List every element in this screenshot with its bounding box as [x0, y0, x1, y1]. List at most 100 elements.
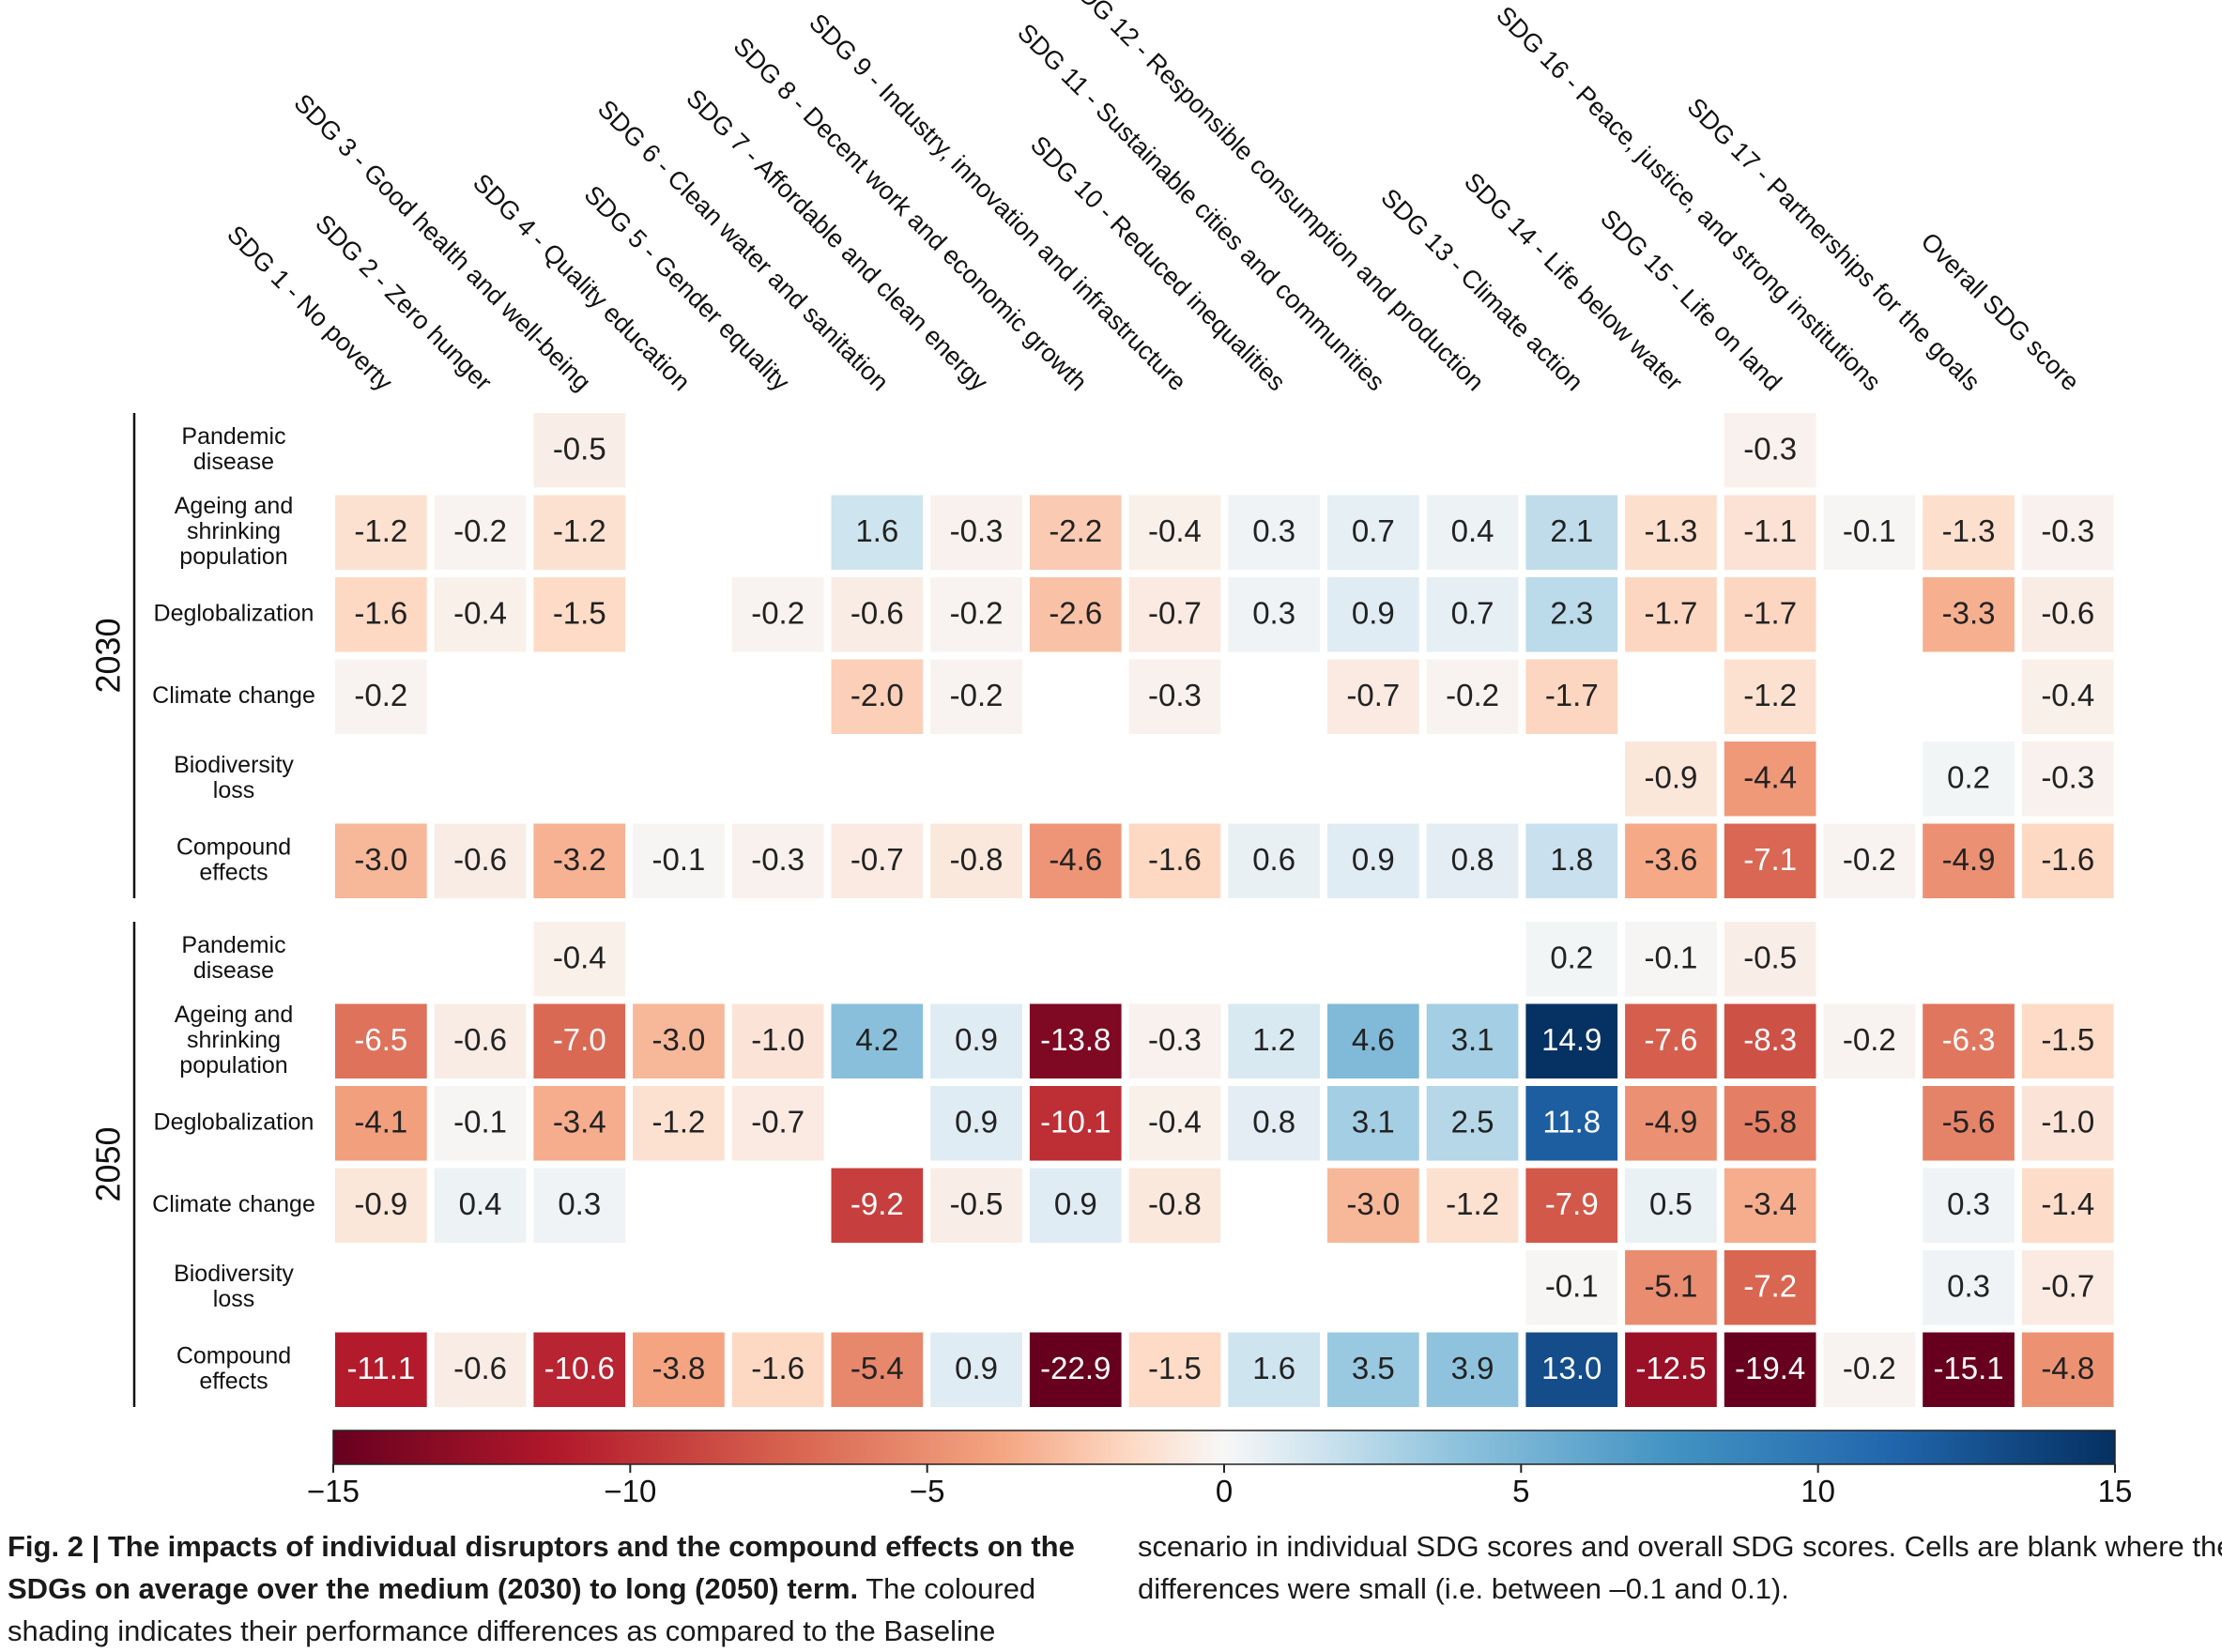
- cell-value-label: 3.1: [1352, 1104, 1395, 1139]
- cell-value-label: -0.2: [751, 595, 805, 630]
- colorbar-tick-label: 5: [1512, 1474, 1529, 1508]
- heatmap-cell: [1525, 823, 1618, 898]
- cell-value-label: -1.7: [1743, 595, 1797, 630]
- cell-value-label: -3.4: [553, 1104, 606, 1139]
- row-label: Ageing and: [175, 493, 294, 519]
- heatmap-cell: [930, 1168, 1022, 1243]
- cell-value-label: -0.7: [1346, 678, 1400, 712]
- group-label: 2030: [89, 618, 128, 693]
- heatmap-cell: [831, 495, 924, 570]
- heatmap-cell: [434, 1168, 527, 1243]
- heatmap-cell: [2021, 495, 2114, 570]
- cell-value-label: 11.8: [1542, 1104, 1601, 1139]
- cell-value-label: 13.0: [1541, 1351, 1601, 1385]
- heatmap-cell: [1525, 1086, 1618, 1161]
- row-label: loss: [213, 1286, 254, 1312]
- cell-value-label: -15.1: [1933, 1351, 2003, 1385]
- cell-value-label: 14.9: [1541, 1022, 1601, 1057]
- heatmap-cell: [335, 659, 427, 734]
- heatmap-cell: [434, 823, 527, 898]
- colorbar-gradient: [332, 1430, 2116, 1465]
- heatmap-cell: [335, 823, 427, 898]
- cell-value-label: -4.4: [1743, 759, 1797, 794]
- group-labels: 2030 2050: [89, 413, 136, 1407]
- cell-value-label: -7.0: [553, 1022, 606, 1057]
- cell-value-label: 0.3: [1252, 513, 1295, 548]
- heatmap-cell: [1625, 495, 1717, 570]
- heatmap-cell: [1724, 1250, 1816, 1325]
- cell-value-label: -1.7: [1545, 678, 1599, 712]
- heatmap-cell: [335, 1332, 427, 1407]
- colorbar-tick-label: −15: [307, 1474, 360, 1508]
- cell-value-label: -1.5: [2041, 1022, 2094, 1057]
- cell-value-label: -0.5: [1743, 940, 1797, 974]
- heatmap-cell: [731, 1003, 824, 1078]
- cell-value-label: -0.4: [2041, 678, 2094, 712]
- cell-value-label: -1.3: [1645, 513, 1698, 548]
- cell-value-label: -0.2: [950, 595, 1004, 630]
- cell-value-label: -0.6: [453, 1351, 507, 1385]
- cell-value-label: -7.6: [1645, 1022, 1698, 1057]
- heatmap-cell: [1823, 823, 1916, 898]
- heatmap-cell: [1029, 823, 1122, 898]
- cell-value-label: 0.3: [1947, 1268, 1990, 1303]
- heatmap-cell: [1029, 1332, 1122, 1407]
- row-label: shrinking: [187, 1027, 281, 1053]
- cell-value-label: -6.5: [354, 1022, 407, 1057]
- heatmap-cell: [533, 1003, 626, 1078]
- cell-value-label: -0.2: [950, 678, 1004, 712]
- cell-value-label: -4.8: [2041, 1351, 2094, 1385]
- heatmap-cell: [1327, 1168, 1419, 1243]
- heatmap-cell: [1625, 1168, 1717, 1243]
- cell-value-label: 4.2: [855, 1022, 898, 1057]
- column-header: SDG 13 - Climate action: [1375, 183, 1588, 396]
- heatmap-cell: [434, 1086, 527, 1161]
- row-label: Pandemic: [181, 423, 285, 450]
- heatmap-cell: [1426, 1332, 1519, 1407]
- cell-value-label: -5.6: [1942, 1104, 1996, 1139]
- heatmap-cell: [335, 1168, 427, 1243]
- heatmap-cell: [1327, 577, 1419, 652]
- heatmap-cell: [1724, 922, 1816, 997]
- cell-value-label: -0.7: [850, 842, 904, 877]
- cell-value-label: -0.5: [553, 431, 606, 466]
- heatmap-cell: [533, 1168, 626, 1243]
- cell-value-label: -7.1: [1743, 842, 1797, 877]
- heatmap-cell: [1029, 1003, 1122, 1078]
- heatmap-cell: [1823, 1332, 1916, 1407]
- cell-value-label: -4.1: [354, 1104, 407, 1139]
- heatmap-cell: [731, 823, 824, 898]
- column-header: SDG 11 - Sustainable cities and communit…: [1012, 18, 1390, 396]
- row-label: effects: [199, 1368, 268, 1394]
- heatmap-cell: [831, 1168, 924, 1243]
- heatmap-cell: [1923, 1250, 2015, 1325]
- cell-value-label: -3.0: [1346, 1186, 1400, 1221]
- cell-value-label: -0.6: [850, 595, 904, 630]
- cell-value-label: -0.5: [950, 1186, 1004, 1221]
- cell-value-label: -12.5: [1635, 1351, 1706, 1385]
- cell-value-label: -0.9: [1645, 759, 1698, 794]
- heatmap-cell: [1327, 1003, 1419, 1078]
- heatmap-cell: [1228, 495, 1320, 570]
- cell-value-label: -3.6: [1645, 842, 1698, 877]
- cell-value-label: -1.2: [1446, 1186, 1499, 1221]
- cell-value-label: 0.9: [1352, 595, 1395, 630]
- cell-value-label: -1.6: [1148, 842, 1202, 877]
- cell-value-label: 0.8: [1451, 842, 1494, 877]
- heatmap-cell: [1525, 659, 1618, 734]
- cell-value-label: -5.1: [1645, 1268, 1698, 1303]
- heatmap-cell: [633, 1086, 725, 1161]
- heatmap-cell: [1525, 1168, 1618, 1243]
- cell-value-label: 3.5: [1352, 1351, 1395, 1385]
- heatmap-cell: [434, 577, 527, 652]
- column-header: SDG 5 - Gender equality: [578, 180, 795, 397]
- cell-value-label: -0.2: [354, 678, 407, 712]
- heatmap-cell: [1625, 922, 1717, 997]
- cell-value-label: -0.3: [950, 513, 1004, 548]
- cell-value-label: -1.6: [751, 1351, 805, 1385]
- heatmap-cell: [930, 1003, 1022, 1078]
- heatmap-cell: [1228, 577, 1320, 652]
- heatmap-cell: [1128, 495, 1221, 570]
